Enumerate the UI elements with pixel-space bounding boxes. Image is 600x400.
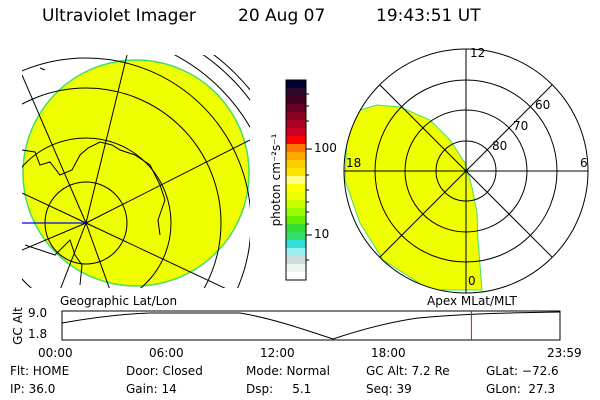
magnetic-polar-plot [343, 48, 589, 294]
filter-status: Flt: HOME [10, 364, 70, 378]
colorbar-band [286, 88, 306, 97]
colorbar [286, 80, 306, 281]
mlat-label-80: 80 [492, 139, 508, 153]
door-status: Door: Closed [126, 364, 203, 378]
colorbar-band [286, 248, 306, 257]
mode-status: Mode: Normal [246, 364, 330, 378]
mlt-label-6: 6 [580, 156, 588, 170]
instrument-title: Ultraviolet Imager [42, 6, 196, 26]
glat-status: GLat: −72.6 [486, 364, 559, 378]
colorbar-band [286, 168, 306, 177]
altitude-curve [61, 311, 561, 340]
mlt-label-12: 12 [470, 46, 486, 60]
colorbar-band [286, 192, 306, 201]
gain-status: Gain: 14 [126, 382, 177, 396]
date-label: 20 Aug 07 [238, 6, 326, 26]
dsp-status: Dsp: 5.1 [246, 382, 312, 396]
uv-image-disk [22, 59, 250, 287]
apex-caption: Apex MLat/MLT [427, 294, 517, 308]
auroral-oval-image [344, 104, 483, 291]
colorbar-units-label: photon cm⁻²s⁻¹ [269, 133, 283, 227]
colorbar-ticks [306, 93, 312, 261]
colorbar-band [286, 200, 306, 209]
altitude-tick-max: 9.0 [28, 306, 48, 320]
mlat-label-60: 60 [535, 98, 551, 112]
colorbar-band [286, 240, 306, 249]
colorbar-band [286, 184, 306, 193]
colorbar-tick-100: 100 [314, 141, 337, 155]
altitude-plot-frame [61, 310, 561, 341]
glon-status: GLon: 27.3 [486, 382, 556, 396]
colorbar-band [286, 160, 306, 169]
ip-status: IP: 36.0 [10, 382, 56, 396]
lat-lon-grid [22, 55, 250, 288]
colorbar-tick-10: 10 [314, 227, 330, 241]
mlat-label-70: 70 [513, 119, 529, 133]
mlt-label-18: 18 [346, 156, 362, 170]
time-label: 19:43:51 UT [376, 6, 481, 26]
colorbar-band [286, 136, 306, 145]
time-tick: 12:00 [260, 346, 295, 360]
colorbar-band [286, 104, 306, 113]
geographic-caption: Geographic Lat/Lon [60, 294, 178, 308]
colorbar-band [286, 264, 306, 273]
colorbar-band [286, 232, 306, 241]
colorbar-band [286, 128, 306, 137]
colorbar-band [286, 96, 306, 105]
time-tick: 23:59 [547, 346, 582, 360]
colorbar-band [286, 152, 306, 161]
colorbar-band [286, 272, 306, 281]
seq-status: Seq: 39 [366, 382, 412, 396]
time-tick: 18:00 [371, 346, 406, 360]
colorbar-band [286, 120, 306, 129]
mlt-label-0: 0 [468, 274, 476, 288]
colorbar-band [286, 224, 306, 233]
colorbar-band [286, 208, 306, 217]
altitude-axis-label: GC Alt [11, 307, 25, 345]
colorbar-band [286, 256, 306, 265]
time-tick: 06:00 [149, 346, 184, 360]
colorbar-band [286, 144, 306, 153]
colorbar-band [286, 80, 306, 89]
colorbar-frame [285, 79, 307, 281]
altitude-tick-min: 1.8 [28, 327, 48, 341]
colorbar-band [286, 112, 306, 121]
gc-alt-status: GC Alt: 7.2 Re [366, 364, 450, 378]
colorbar-band [286, 176, 306, 185]
colorbar-band [286, 216, 306, 225]
time-tick: 00:00 [38, 346, 73, 360]
